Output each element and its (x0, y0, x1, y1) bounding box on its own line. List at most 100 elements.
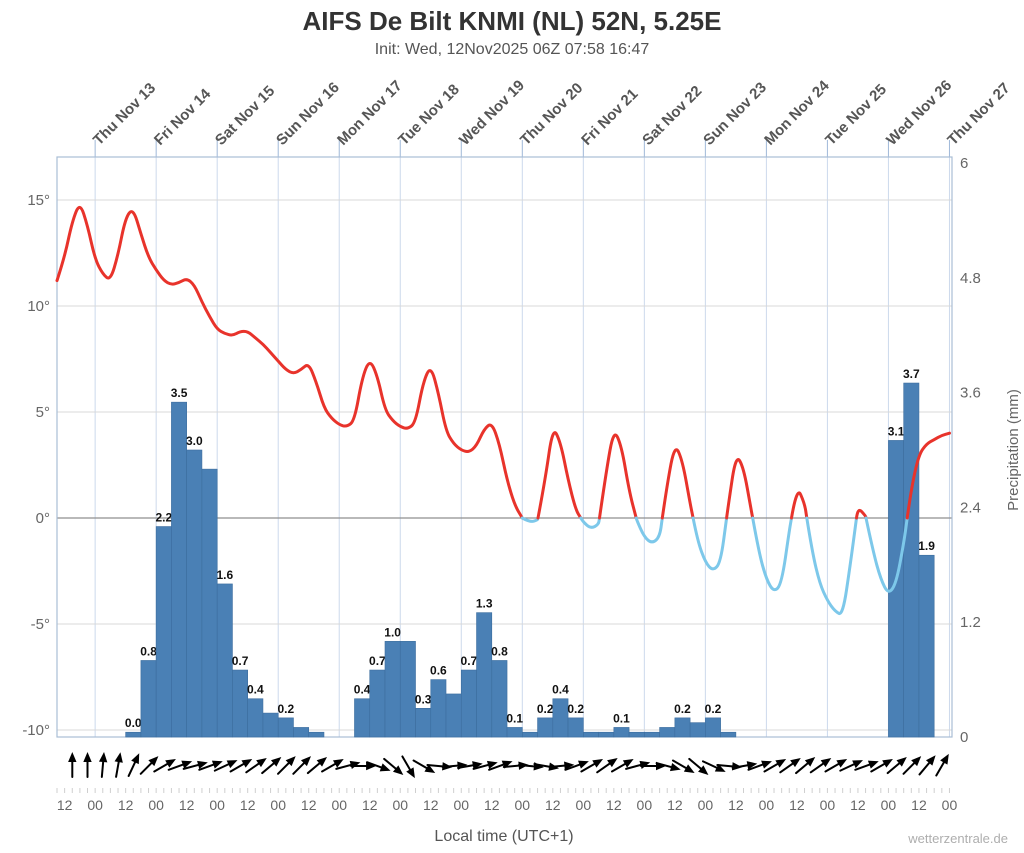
precip-bar-label: 0.2 (567, 702, 584, 716)
precip-bar (399, 641, 416, 738)
temperature-line (55, 205, 951, 615)
hour-tick-label: 00 (87, 797, 103, 813)
wind-arrow (167, 760, 193, 771)
temp-line-below-zero (520, 516, 540, 523)
temp-line-below-zero (691, 516, 729, 571)
precip-bar (277, 717, 294, 738)
chart-subtitle: Init: Wed, 12Nov2025 06Z 07:58 16:47 (374, 41, 650, 58)
wind-arrow (98, 752, 108, 778)
wind-arrow (383, 757, 404, 775)
day-label: Tue Nov 18 (395, 81, 463, 149)
temp-line-above-zero (55, 205, 524, 520)
precip-bar (613, 727, 630, 738)
wind-arrow (886, 757, 907, 775)
wind-arrow (127, 753, 140, 777)
temp-tick-label: -10° (22, 722, 50, 739)
temp-line-below-zero (864, 516, 909, 593)
precip-bar (430, 679, 447, 738)
day-label: Thu Nov 20 (517, 80, 586, 149)
precip-bar-label: 3.1 (888, 424, 905, 438)
precip-bar-label: 0.2 (674, 702, 691, 716)
wind-arrow (277, 756, 296, 775)
wind-arrow (655, 762, 681, 772)
x-axis-title: Local time (UTC+1) (434, 828, 574, 845)
wind-arrow (292, 756, 311, 775)
precip-bar (567, 717, 584, 738)
precip-bar (537, 717, 554, 738)
hour-tick-label: 12 (850, 797, 866, 813)
wind-arrow (824, 759, 848, 773)
precip-bar (415, 707, 432, 738)
watermark: wetterzentrale.de (908, 831, 1008, 846)
wind-arrow (68, 752, 77, 778)
wind-arrow (457, 761, 483, 770)
precip-bar-label: 0.2 (537, 702, 554, 716)
temp-line-below-zero (634, 516, 664, 544)
day-label: Sun Nov 23 (700, 79, 770, 149)
day-label: Thu Nov 13 (90, 80, 159, 149)
precip-bar (201, 468, 218, 738)
grid-lines (56, 140, 953, 793)
wind-arrow (350, 761, 377, 771)
precip-bar-label: 0.1 (613, 711, 630, 725)
precip-bar (247, 698, 264, 738)
temp-line-above-zero (855, 508, 868, 520)
precip-bar-label: 0.4 (354, 683, 371, 697)
hour-tick-label: 12 (240, 797, 256, 813)
precip-bar (903, 382, 920, 738)
precip-bar (186, 449, 203, 738)
wind-arrow (902, 756, 922, 775)
hour-tick-label: 12 (118, 797, 134, 813)
hour-tick-label: 00 (331, 797, 347, 813)
day-label: Tue Nov 25 (822, 81, 890, 149)
hour-tick-label: 00 (576, 797, 592, 813)
precip-bar-label: 0.8 (140, 644, 157, 658)
wind-arrow (306, 757, 328, 775)
hour-tick-label: 00 (942, 797, 958, 813)
precip-bar (354, 698, 371, 738)
wind-arrow (918, 755, 936, 776)
temp-tick-label: 15° (27, 192, 50, 209)
precip-bar-label: 2.2 (155, 511, 172, 525)
hour-tick-label: 00 (148, 797, 164, 813)
precip-bar (598, 731, 615, 738)
hour-tick-label: 00 (759, 797, 775, 813)
hour-tick-label: 12 (911, 797, 927, 813)
temp-line-above-zero (790, 491, 809, 520)
hour-tick-label: 00 (698, 797, 714, 813)
wind-arrow (114, 752, 123, 778)
temp-tick-label: -5° (31, 616, 50, 633)
hour-tick-label: 12 (789, 797, 805, 813)
hour-tick-label: 00 (392, 797, 408, 813)
wind-arrow (229, 759, 253, 773)
temp-line-below-zero (579, 516, 601, 529)
hour-tick-label: 00 (637, 797, 653, 813)
hour-tick-label: 00 (820, 797, 836, 813)
day-label: Sat Nov 15 (212, 83, 278, 149)
wind-arrow (854, 760, 879, 771)
hour-tick-label: 12 (545, 797, 561, 813)
precip-tick-label: 6 (960, 155, 968, 172)
precip-bar (262, 712, 279, 738)
hour-tick-label: 00 (515, 797, 531, 813)
wind-arrow (182, 760, 208, 770)
hour-tick-label: 12 (484, 797, 500, 813)
wind-arrow (596, 757, 618, 774)
precip-bar (232, 669, 248, 738)
temp-tick-label: 10° (27, 298, 50, 315)
precip-bar (689, 722, 706, 738)
precip-bar (216, 583, 233, 738)
temp-tick-label: 5° (36, 404, 50, 421)
hour-tick-label: 12 (57, 797, 73, 813)
day-label: Sat Nov 22 (639, 83, 705, 149)
hour-tick-label: 12 (362, 797, 378, 813)
precip-bar-label: 1.6 (216, 568, 233, 582)
wind-arrow (610, 759, 634, 773)
wind-arrow (779, 757, 801, 774)
wind-arrow (548, 761, 575, 770)
precip-bar (125, 731, 142, 738)
precip-bar (308, 731, 325, 738)
precip-tick-label: 3.6 (960, 385, 981, 402)
